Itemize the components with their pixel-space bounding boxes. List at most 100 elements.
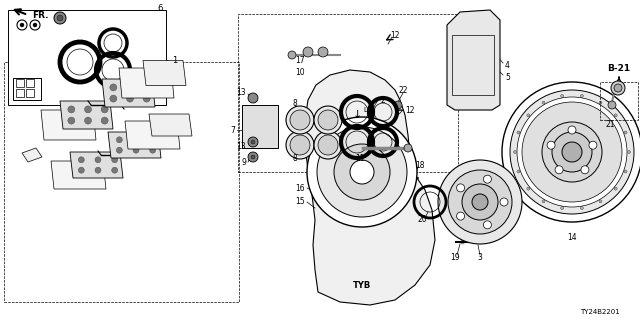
Circle shape [318,110,338,130]
Circle shape [111,167,118,173]
Circle shape [116,147,122,153]
Text: 20: 20 [417,215,427,225]
Circle shape [462,184,498,220]
Circle shape [111,157,118,163]
Bar [8,10,166,105]
Polygon shape [41,110,96,140]
Circle shape [527,114,530,117]
Circle shape [286,106,314,134]
Circle shape [404,144,412,152]
Circle shape [110,95,117,102]
Circle shape [438,160,522,244]
Text: L: L [363,107,367,113]
Text: 9: 9 [241,157,246,166]
Circle shape [624,170,627,173]
Circle shape [54,12,66,24]
Polygon shape [125,121,180,149]
Bar [238,14,458,172]
Text: B-21: B-21 [607,63,630,73]
Text: 8: 8 [292,99,298,108]
Text: 12: 12 [390,30,400,39]
Bar [600,82,638,120]
Circle shape [101,117,108,124]
Circle shape [68,117,75,124]
Circle shape [611,81,625,95]
Circle shape [552,132,592,172]
Text: 14: 14 [567,234,577,243]
Circle shape [483,175,492,183]
Circle shape [513,150,516,154]
Circle shape [95,167,101,173]
Circle shape [248,93,258,103]
Circle shape [522,102,622,202]
Circle shape [580,94,584,97]
Text: 13: 13 [236,87,246,97]
Polygon shape [447,10,500,110]
Circle shape [350,160,374,184]
Circle shape [150,147,156,153]
Circle shape [599,101,602,104]
Circle shape [542,122,602,182]
Circle shape [317,127,407,217]
Bar [26,89,34,97]
Circle shape [472,194,488,210]
Polygon shape [51,161,106,189]
Circle shape [110,84,117,91]
Circle shape [133,147,139,153]
Polygon shape [149,114,192,136]
Text: 13: 13 [236,141,246,150]
Circle shape [303,47,313,57]
Circle shape [614,84,622,92]
Circle shape [589,141,597,149]
Circle shape [527,187,530,190]
Circle shape [78,167,84,173]
Text: 19: 19 [450,253,460,262]
Polygon shape [305,70,435,305]
Circle shape [288,51,296,59]
Text: FR.: FR. [32,11,49,20]
Bar [4,62,239,302]
Circle shape [150,137,156,143]
Text: 15: 15 [296,197,305,206]
Bar [26,79,34,87]
Circle shape [608,101,616,109]
Circle shape [95,157,101,163]
Bar [452,35,494,95]
Circle shape [456,184,465,192]
Text: 6: 6 [157,4,163,12]
Text: 16: 16 [296,183,305,193]
Circle shape [248,152,258,162]
Circle shape [614,114,617,117]
Circle shape [517,131,520,134]
Text: 3: 3 [477,253,483,262]
Polygon shape [143,60,186,85]
Circle shape [84,106,92,113]
Circle shape [116,137,122,143]
Circle shape [614,187,617,190]
Circle shape [581,166,589,174]
Text: TYB: TYB [353,281,371,290]
Circle shape [143,84,150,91]
Circle shape [562,142,582,162]
Text: 18: 18 [415,161,425,170]
Text: TY24B2201: TY24B2201 [580,309,620,315]
Circle shape [599,200,602,203]
Polygon shape [60,101,113,129]
Text: 11: 11 [355,154,365,163]
Circle shape [624,131,627,134]
Circle shape [318,135,338,155]
Circle shape [68,106,75,113]
Text: 17: 17 [295,55,305,65]
Text: 10: 10 [295,68,305,76]
Circle shape [542,101,545,104]
Circle shape [251,140,255,144]
Circle shape [133,137,139,143]
Text: ↓: ↓ [352,110,362,120]
Circle shape [510,90,634,214]
Circle shape [561,207,564,210]
Polygon shape [102,79,155,107]
Polygon shape [22,148,42,162]
Circle shape [318,47,328,57]
Bar [16,89,24,97]
Text: 21: 21 [605,119,614,129]
